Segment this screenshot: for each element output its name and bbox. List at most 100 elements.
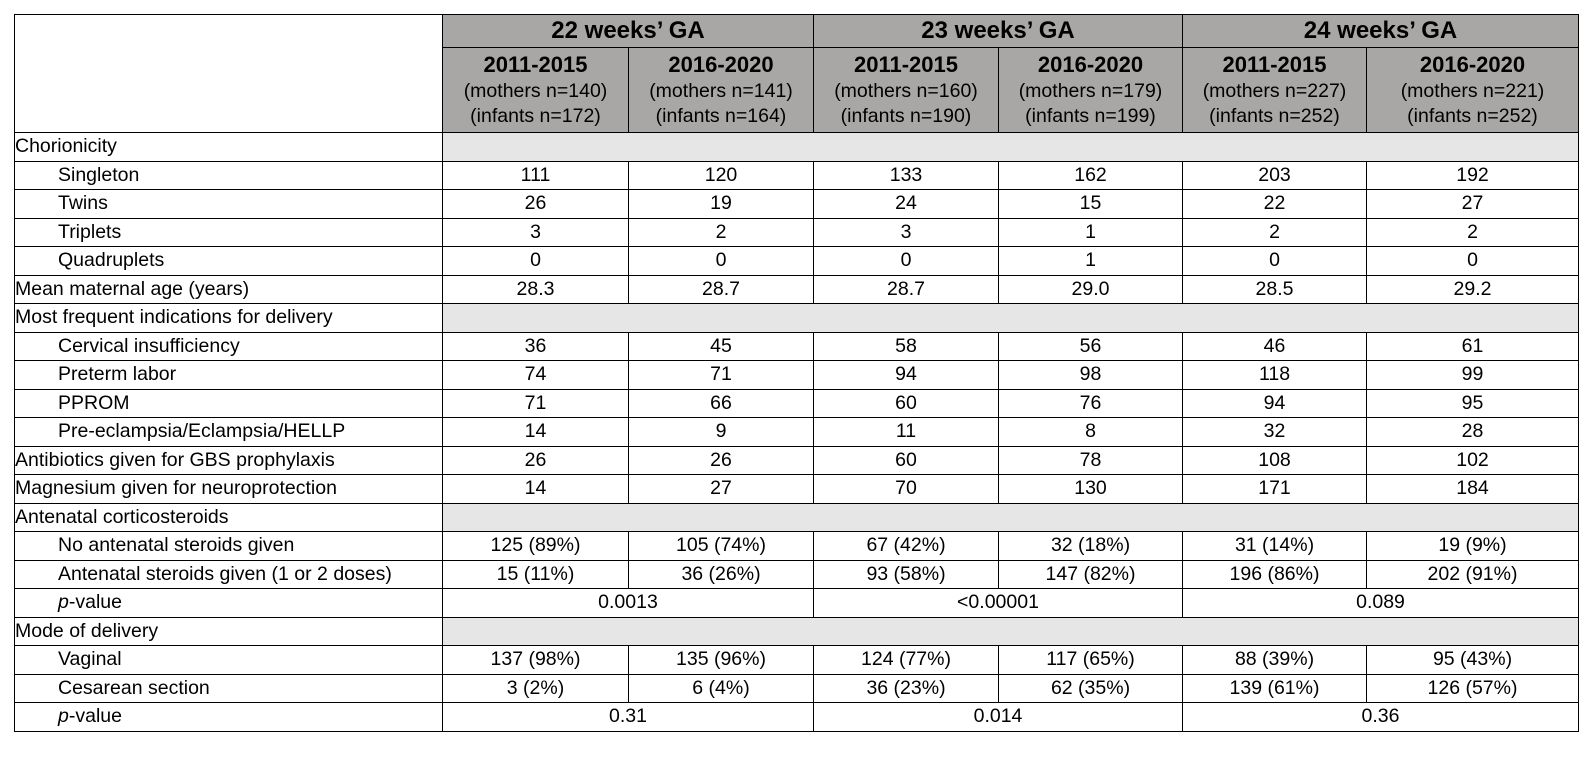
mothers-count: (mothers n=140) <box>463 80 608 102</box>
section-row: Chorionicity <box>14 132 1579 162</box>
period-label: 2011-2015 <box>1222 52 1327 77</box>
row-label: Vaginal <box>14 645 443 675</box>
value-cell: 15 (11%) <box>442 559 629 589</box>
row-label: Antenatal steroids given (1 or 2 doses) <box>14 559 443 589</box>
value-cell: 19 (9%) <box>1366 531 1579 561</box>
value-cell: 26 <box>442 445 629 475</box>
value-cell: 11 <box>813 417 999 447</box>
group-header: 22 weeks’ GA <box>442 14 814 48</box>
infants-count: (infants n=172) <box>470 105 601 127</box>
value-cell: 108 <box>1182 445 1367 475</box>
value-cell: 0 <box>628 246 814 276</box>
row-label: Triplets <box>14 217 443 247</box>
mothers-count: (mothers n=160) <box>834 80 978 102</box>
p-value-row: p-value 0.0013 <0.00001 0.089 <box>14 588 1579 618</box>
value-cell: 56 <box>998 331 1183 361</box>
table-row: Singleton 111 120 133 162 203 192 <box>14 160 1579 190</box>
infants-count: (infants n=252) <box>1209 105 1340 127</box>
period-header: 2016-2020 (mothers n=141) (infants n=164) <box>628 47 814 133</box>
row-label: Cervical insufficiency <box>14 331 443 361</box>
value-cell: 19 <box>628 189 814 219</box>
value-cell: 133 <box>813 160 999 190</box>
row-label: Preterm labor <box>14 360 443 390</box>
value-cell: 105 (74%) <box>628 531 814 561</box>
section-fill <box>442 303 1579 333</box>
value-cell: 78 <box>998 445 1183 475</box>
value-cell: 36 <box>442 331 629 361</box>
value-cell: 67 (42%) <box>813 531 999 561</box>
p-value-cell: 0.36 <box>1182 702 1579 732</box>
value-cell: 71 <box>628 360 814 390</box>
value-cell: 95 <box>1366 388 1579 418</box>
value-cell: 14 <box>442 474 629 504</box>
value-cell: 118 <box>1182 360 1367 390</box>
value-cell: 62 (35%) <box>998 673 1183 703</box>
value-cell: 0 <box>813 246 999 276</box>
section-label: Antenatal corticosteroids <box>14 502 443 532</box>
group-header-row: 22 weeks’ GA 23 weeks’ GA 24 weeks’ GA <box>14 14 1579 133</box>
value-cell: 2 <box>1182 217 1367 247</box>
value-cell: 184 <box>1366 474 1579 504</box>
table-row: Antibiotics given for GBS prophylaxis 26 2… <box>14 445 1579 475</box>
p-value-cell: 0.014 <box>813 702 1183 732</box>
table-row: Magnesium given for neuroprotection 14 27 7… <box>14 474 1579 504</box>
value-cell: 137 (98%) <box>442 645 629 675</box>
section-fill <box>442 616 1579 646</box>
value-cell: 6 (4%) <box>628 673 814 703</box>
value-cell: 147 (82%) <box>998 559 1183 589</box>
infants-count: (infants n=199) <box>1025 105 1156 127</box>
value-cell: 93 (58%) <box>813 559 999 589</box>
value-cell: 0 <box>1182 246 1367 276</box>
value-cell: 98 <box>998 360 1183 390</box>
row-label: No antenatal steroids given <box>14 531 443 561</box>
period-header: 2011-2015 (mothers n=160) (infants n=190) <box>813 47 999 133</box>
section-row: Most frequent indications for delivery <box>14 303 1579 333</box>
table-row: Twins 26 19 24 15 22 27 <box>14 189 1579 219</box>
value-cell: 162 <box>998 160 1183 190</box>
mothers-count: (mothers n=221) <box>1400 80 1545 102</box>
table-row: Triplets 3 2 3 1 2 2 <box>14 217 1579 247</box>
table-row: No antenatal steroids given 125 (89%) 105 … <box>14 531 1579 561</box>
table-row: PPROM 71 66 60 76 94 95 <box>14 388 1579 418</box>
infants-count: (infants n=190) <box>840 105 972 127</box>
corner-cell <box>14 14 443 133</box>
period-label: 2011-2015 <box>483 52 588 77</box>
p-value-cell: 0.089 <box>1182 588 1579 618</box>
table-row: Preterm labor 74 71 94 98 118 99 <box>14 360 1579 390</box>
value-cell: 29.0 <box>998 274 1183 304</box>
table-row: Antenatal steroids given (1 or 2 doses) 1… <box>14 559 1579 589</box>
row-label: PPROM <box>14 388 443 418</box>
value-cell: 28 <box>1366 417 1579 447</box>
table-row: Mean maternal age (years) 28.3 28.7 28.7 29.… <box>14 274 1579 304</box>
value-cell: 99 <box>1366 360 1579 390</box>
value-cell: 102 <box>1366 445 1579 475</box>
value-cell: 135 (96%) <box>628 645 814 675</box>
value-cell: 192 <box>1366 160 1579 190</box>
table-row: Vaginal 137 (98%) 135 (96%) 124 (77%) 117 (6… <box>14 645 1579 675</box>
table-row: Cesarean section 3 (2%) 6 (4%) 36 (23%) 62 (… <box>14 673 1579 703</box>
section-row: Mode of delivery <box>14 616 1579 646</box>
value-cell: 27 <box>1366 189 1579 219</box>
value-cell: 1 <box>998 217 1183 247</box>
value-cell: 125 (89%) <box>442 531 629 561</box>
value-cell: 94 <box>1182 388 1367 418</box>
mothers-count: (mothers n=141) <box>649 80 793 102</box>
value-cell: 126 (57%) <box>1366 673 1579 703</box>
section-label: Mode of delivery <box>14 616 443 646</box>
value-cell: 32 <box>1182 417 1367 447</box>
value-cell: 203 <box>1182 160 1367 190</box>
period-label: 2016-2020 <box>1037 52 1144 77</box>
value-cell: 3 (2%) <box>442 673 629 703</box>
value-cell: 60 <box>813 388 999 418</box>
value-cell: 27 <box>628 474 814 504</box>
section-label: Most frequent indications for delivery <box>14 303 443 333</box>
section-fill <box>442 502 1579 532</box>
value-cell: 15 <box>998 189 1183 219</box>
group-header: 24 weeks’ GA <box>1182 14 1579 48</box>
value-cell: 71 <box>442 388 629 418</box>
mothers-count: (mothers n=179) <box>1018 80 1163 102</box>
value-cell: 28.7 <box>813 274 999 304</box>
period-header-row: 2011-2015 (mothers n=140) (infants n=172) 2… <box>15 47 1579 133</box>
value-cell: 2 <box>628 217 814 247</box>
section-label: Chorionicity <box>14 132 443 162</box>
